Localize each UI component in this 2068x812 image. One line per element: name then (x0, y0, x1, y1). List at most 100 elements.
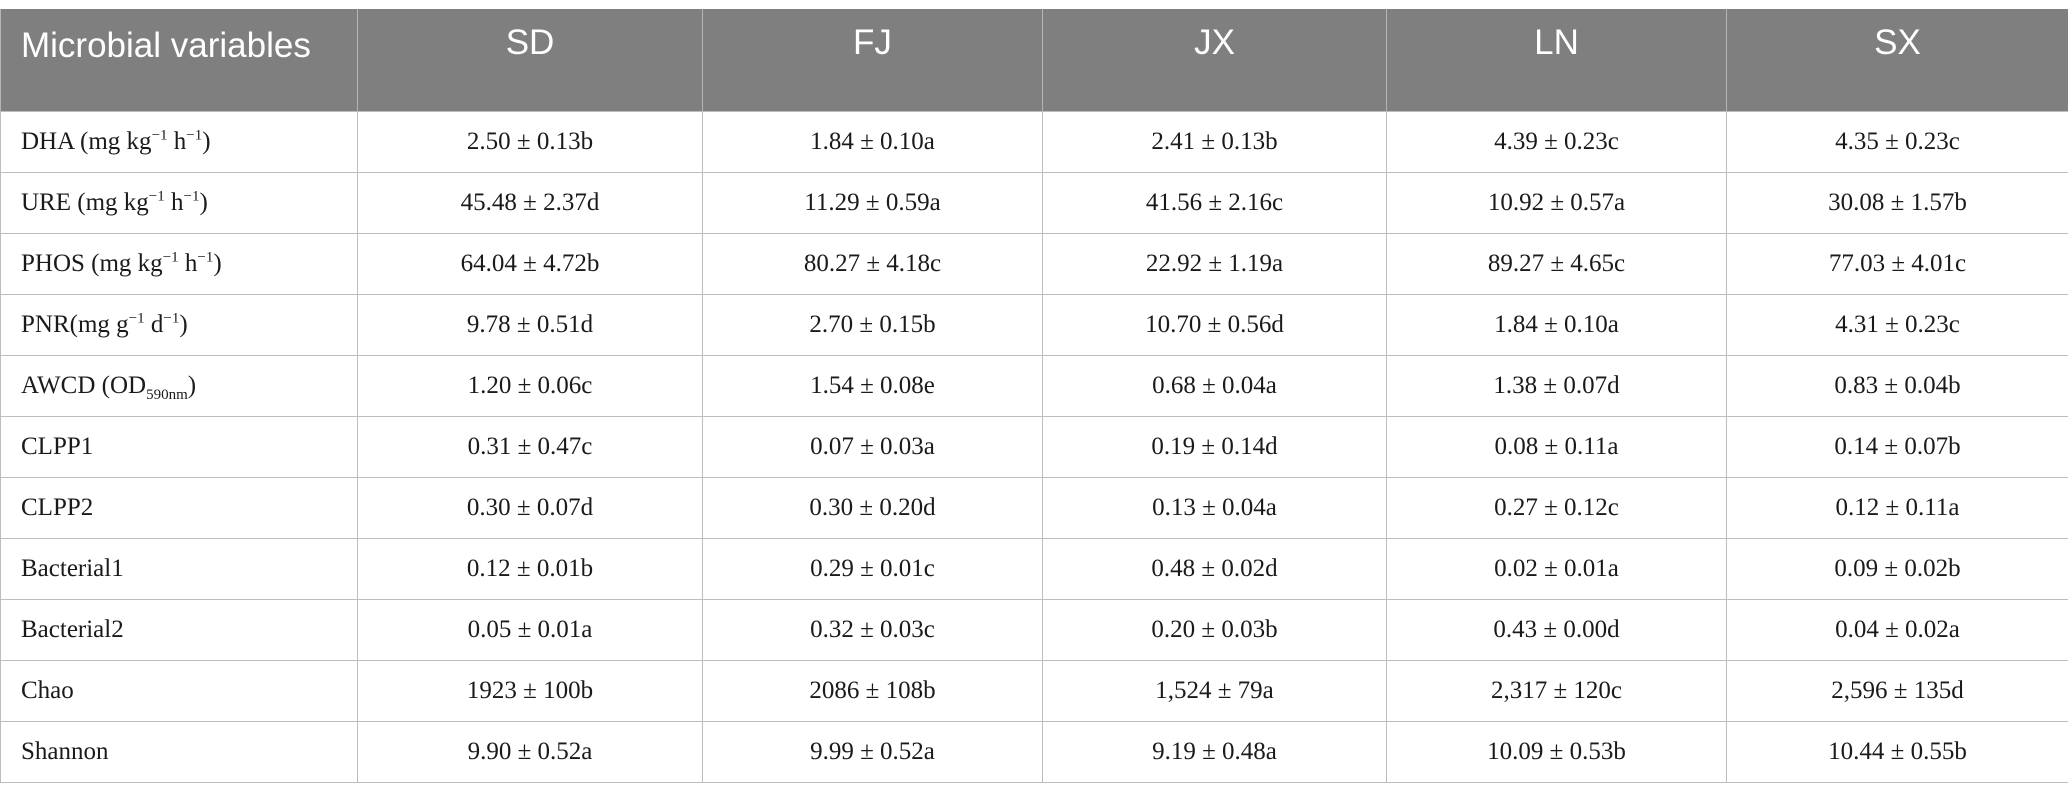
row-label-text: ) (199, 189, 208, 216)
row-label-text: Bacterial1 (21, 555, 124, 582)
table-cell: 0.12 ± 0.11a (1726, 477, 2068, 539)
header-ln: LN (1386, 9, 1727, 112)
table-cell: 0.43 ± 0.00d (1386, 599, 1727, 661)
table-cell: 4.39 ± 0.23c (1386, 111, 1727, 173)
table-cell: 0.20 ± 0.03b (1042, 599, 1387, 661)
row-label-text: Bacterial2 (21, 616, 124, 643)
table-cell: 0.83 ± 0.04b (1726, 355, 2068, 417)
table-cell: 2086 ± 108b (702, 660, 1043, 722)
row-label-text: h (164, 189, 184, 216)
table-cell: 30.08 ± 1.57b (1726, 172, 2068, 234)
table-cell: 80.27 ± 4.18c (702, 233, 1043, 295)
table-cell: 1.54 ± 0.08e (702, 355, 1043, 417)
row-label: CLPP2 (0, 477, 358, 539)
table-cell: 9.99 ± 0.52a (702, 721, 1043, 783)
table-cell: 2,596 ± 135d (1726, 660, 2068, 722)
table-cell: 10.09 ± 0.53b (1386, 721, 1727, 783)
row-label-text: d (144, 311, 164, 338)
row-label: DHA (mg kg−1 h−1) (0, 111, 358, 173)
table-row: URE (mg kg−1 h−1) 45.48 ± 2.37d 11.29 ± 0.… (0, 172, 2068, 234)
row-label-text: Chao (21, 677, 74, 704)
table-cell: 2.70 ± 0.15b (702, 294, 1043, 356)
table-cell: 0.12 ± 0.01b (357, 538, 703, 600)
table-cell: 1.84 ± 0.10a (702, 111, 1043, 173)
row-label-superscript: −1 (162, 249, 179, 266)
header-microbial-variables: Microbial variables (0, 9, 358, 112)
table-cell: 45.48 ± 2.37d (357, 172, 703, 234)
table-cell: 0.30 ± 0.07d (357, 477, 703, 539)
table-cell: 9.19 ± 0.48a (1042, 721, 1387, 783)
table-cell: 0.27 ± 0.12c (1386, 477, 1727, 539)
row-label-text: h (178, 250, 198, 277)
table-cell: 0.19 ± 0.14d (1042, 416, 1387, 478)
row-label-text: PHOS (mg kg (21, 250, 163, 277)
table-cell: 10.92 ± 0.57a (1386, 172, 1727, 234)
table-cell: 0.48 ± 0.02d (1042, 538, 1387, 600)
table-cell: 0.30 ± 0.20d (702, 477, 1043, 539)
table-row: Chao 1923 ± 100b 2086 ± 108b 1,524 ± 79a 2,3… (0, 660, 2068, 722)
table-body: DHA (mg kg−1 h−1) 2.50 ± 0.13b 1.84 ± 0.10… (0, 111, 2068, 783)
row-label: AWCD (OD590nm) (0, 355, 358, 417)
table-cell: 11.29 ± 0.59a (702, 172, 1043, 234)
table-cell: 1923 ± 100b (357, 660, 703, 722)
table-row: PNR(mg g−1 d−1) 9.78 ± 0.51d 2.70 ± 0.15b 1… (0, 294, 2068, 356)
table-cell: 0.31 ± 0.47c (357, 416, 703, 478)
row-label-superscript: −1 (183, 188, 200, 205)
table-cell: 1.84 ± 0.10a (1386, 294, 1727, 356)
table-cell: 0.02 ± 0.01a (1386, 538, 1727, 600)
table-cell: 10.70 ± 0.56d (1042, 294, 1387, 356)
row-label-text: AWCD (OD (21, 372, 147, 399)
row-label: Bacterial1 (0, 538, 358, 600)
row-label-superscript: −1 (151, 127, 168, 144)
row-label-text: CLPP1 (21, 433, 94, 460)
row-label-text: URE (mg kg (21, 189, 149, 216)
row-label-superscript: −1 (163, 310, 180, 327)
table-cell: 1.38 ± 0.07d (1386, 355, 1727, 417)
header-jx: JX (1042, 9, 1387, 112)
row-label-text: ) (202, 128, 211, 155)
table-cell: 0.14 ± 0.07b (1726, 416, 2068, 478)
row-label: CLPP1 (0, 416, 358, 478)
row-label-text: CLPP2 (21, 494, 94, 521)
table-cell: 77.03 ± 4.01c (1726, 233, 2068, 295)
table-cell: 0.09 ± 0.02b (1726, 538, 2068, 600)
table-cell: 0.05 ± 0.01a (357, 599, 703, 661)
row-label-superscript: −1 (128, 310, 145, 327)
table-cell: 1.20 ± 0.06c (357, 355, 703, 417)
row-label: PNR(mg g−1 d−1) (0, 294, 358, 356)
table-cell: 4.31 ± 0.23c (1726, 294, 2068, 356)
row-label-superscript: −1 (186, 127, 203, 144)
header-sx: SX (1726, 9, 2068, 112)
row-label-text: DHA (mg kg (21, 128, 152, 155)
table-row: AWCD (OD590nm) 1.20 ± 0.06c 1.54 ± 0.08e 0.… (0, 355, 2068, 417)
table-cell: 41.56 ± 2.16c (1042, 172, 1387, 234)
row-label-text: ) (187, 372, 197, 399)
table-cell: 0.13 ± 0.04a (1042, 477, 1387, 539)
table-cell: 0.04 ± 0.02a (1726, 599, 2068, 661)
table-cell: 0.68 ± 0.04a (1042, 355, 1387, 417)
row-label: Chao (0, 660, 358, 722)
header-fj: FJ (702, 9, 1043, 112)
row-label-text: h (167, 128, 187, 155)
row-label: Shannon (0, 721, 358, 783)
table-row: CLPP1 0.31 ± 0.47c 0.07 ± 0.03a 0.19 ± 0.14… (0, 416, 2068, 478)
microbial-variables-table: Microbial variables SD FJ JX LN SX DHA (… (0, 9, 2068, 783)
table-cell: 9.78 ± 0.51d (357, 294, 703, 356)
row-label-text: ) (213, 250, 222, 277)
row-label-superscript: −1 (197, 249, 214, 266)
row-label: Bacterial2 (0, 599, 358, 661)
table-row: CLPP2 0.30 ± 0.07d 0.30 ± 0.20d 0.13 ± 0.04… (0, 477, 2068, 539)
table-container: Microbial variables SD FJ JX LN SX DHA (… (0, 9, 2068, 783)
table-row: Bacterial1 0.12 ± 0.01b 0.29 ± 0.01c 0.48 ±… (0, 538, 2068, 600)
table-header: Microbial variables SD FJ JX LN SX (0, 9, 2068, 112)
table-cell: 2,317 ± 120c (1386, 660, 1727, 722)
table-cell: 0.29 ± 0.01c (702, 538, 1043, 600)
row-label-superscript: −1 (148, 188, 165, 205)
row-label-text: PNR(mg g (21, 311, 129, 338)
table-cell: 4.35 ± 0.23c (1726, 111, 2068, 173)
table-cell: 64.04 ± 4.72b (357, 233, 703, 295)
table-row: DHA (mg kg−1 h−1) 2.50 ± 0.13b 1.84 ± 0.10… (0, 111, 2068, 173)
table-cell: 2.50 ± 0.13b (357, 111, 703, 173)
table-cell: 10.44 ± 0.55b (1726, 721, 2068, 783)
table-cell: 1,524 ± 79a (1042, 660, 1387, 722)
